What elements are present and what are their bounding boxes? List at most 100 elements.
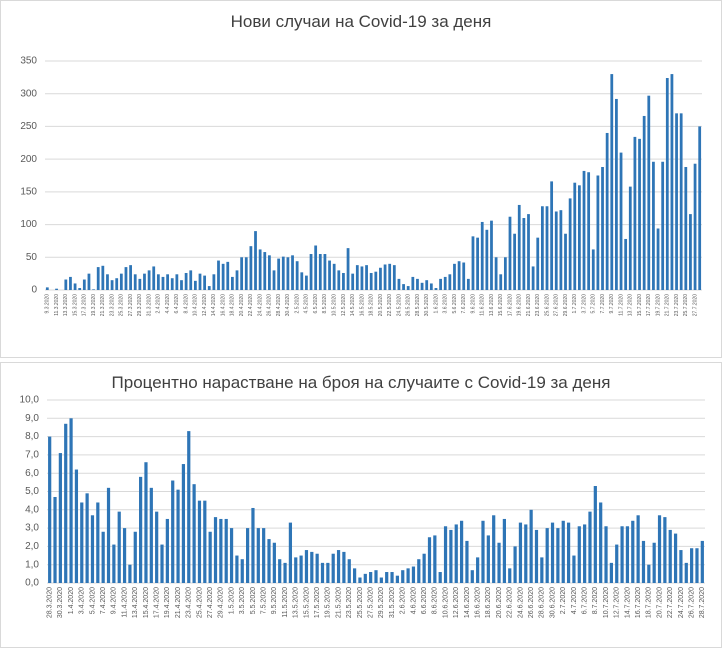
bar — [615, 98, 618, 290]
bar — [631, 520, 635, 583]
x-tick-label: 17.4.2020 — [154, 587, 161, 618]
x-tick-label: 22.4.2020 — [248, 294, 254, 316]
bar — [369, 572, 373, 583]
x-tick-label: 12.6.2020 — [453, 587, 460, 618]
bar — [351, 273, 355, 290]
x-tick-label: 21.7.2020 — [665, 294, 671, 316]
bar — [87, 273, 91, 290]
x-tick-label: 29.6.2020 — [563, 294, 569, 316]
bar — [420, 282, 424, 290]
bar — [342, 272, 345, 290]
bar — [485, 229, 489, 290]
bar — [554, 211, 558, 290]
bar — [695, 548, 699, 583]
bar — [369, 272, 373, 290]
bar — [390, 572, 394, 583]
bar — [663, 517, 667, 583]
bar — [129, 265, 132, 290]
x-tick-label: 27.7.2020 — [692, 294, 698, 316]
bar — [490, 220, 493, 290]
bar — [416, 278, 419, 290]
x-tick-label: 16.6.2020 — [474, 587, 481, 618]
bar — [559, 210, 563, 290]
bar — [106, 487, 111, 583]
bar — [568, 198, 572, 290]
bar — [673, 533, 678, 583]
x-tick-label: 26.5.2020 — [406, 294, 412, 316]
bar — [596, 175, 600, 290]
bar — [246, 528, 250, 583]
bar — [540, 206, 544, 290]
bar — [513, 546, 517, 583]
bar — [161, 276, 165, 290]
bar — [128, 564, 132, 583]
x-tick-label: 2.4.2020 — [156, 294, 162, 314]
bar — [417, 559, 421, 583]
bar — [295, 261, 299, 290]
bar — [527, 214, 530, 290]
bar — [272, 542, 276, 583]
y-tick-label: 9,0 — [25, 413, 39, 424]
bar — [235, 555, 239, 583]
bar — [411, 276, 415, 290]
bar — [566, 522, 571, 583]
bar — [524, 524, 528, 583]
chart-title: Процентно нарастване на броя на случаите… — [112, 373, 611, 392]
bar — [138, 278, 142, 290]
x-tick-label: 27.5.2020 — [367, 587, 374, 618]
x-tick-label: 10.5.2020 — [332, 294, 338, 316]
x-tick-label: 8.4.2020 — [183, 294, 189, 314]
bar — [503, 257, 507, 290]
bar — [480, 221, 484, 290]
bar — [363, 573, 367, 583]
bar — [251, 507, 255, 583]
x-tick-label: 22.5.2020 — [387, 294, 393, 316]
x-tick-label: 19.6.2020 — [517, 294, 523, 316]
bar — [453, 263, 456, 290]
bar — [143, 273, 146, 290]
bar — [192, 484, 196, 583]
bar — [152, 266, 156, 290]
bar — [181, 464, 186, 583]
y-tick-label: 0,0 — [25, 578, 39, 589]
bar — [457, 261, 461, 290]
bar — [374, 271, 378, 290]
x-tick-label: 20.7.2020 — [656, 587, 663, 618]
x-tick-label: 19.4.2020 — [164, 587, 171, 618]
x-tick-label: 21.6.2020 — [526, 294, 532, 316]
x-tick-label: 18.6.2020 — [485, 587, 492, 618]
x-tick-label: 31.5.2020 — [389, 587, 396, 618]
x-tick-label: 5.7.2020 — [591, 294, 597, 314]
x-tick-label: 25.3.2020 — [119, 294, 125, 316]
bar — [74, 469, 79, 583]
y-tick-label: 5,0 — [25, 486, 39, 497]
x-tick-label: 15.3.2020 — [72, 294, 78, 316]
bar — [55, 288, 58, 290]
bar — [288, 522, 293, 583]
bar — [633, 136, 637, 290]
bar — [119, 273, 123, 290]
bar — [462, 262, 466, 290]
x-tick-label: 6.5.2020 — [313, 294, 319, 314]
x-tick-label: 9.7.2020 — [609, 294, 615, 314]
x-tick-label: 24.6.2020 — [517, 587, 524, 618]
bar — [198, 273, 202, 290]
bar — [578, 185, 581, 290]
bar — [189, 270, 193, 290]
bar — [309, 254, 313, 290]
bar — [221, 263, 225, 290]
x-tick-label: 27.6.2020 — [554, 294, 560, 316]
bar — [263, 252, 267, 290]
bar — [561, 520, 565, 583]
x-tick-label: 10.6.2020 — [442, 587, 449, 618]
bar — [82, 279, 86, 290]
bar — [448, 274, 452, 290]
x-tick-label: 13.3.2020 — [63, 294, 69, 316]
x-tick-label: 25.5.2020 — [357, 587, 364, 618]
bar — [443, 526, 448, 583]
y-tick-label: 8,0 — [25, 431, 39, 442]
x-tick-label: 21.5.2020 — [335, 587, 342, 618]
x-tick-label: 14.4.2020 — [211, 294, 217, 316]
bar — [48, 436, 52, 583]
